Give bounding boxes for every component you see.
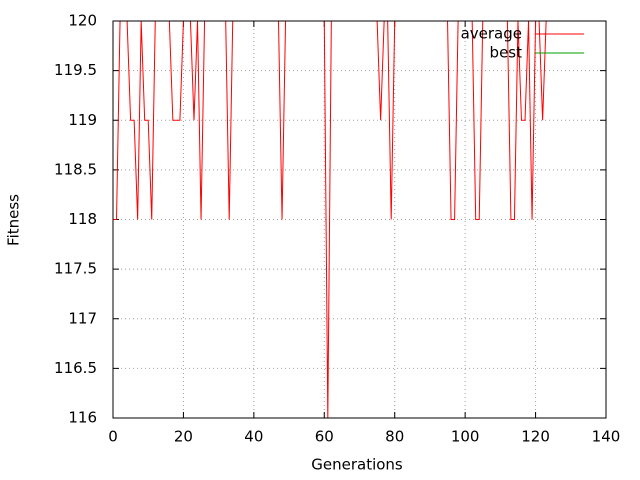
y-axis-label: Fitness — [5, 194, 23, 246]
x-tick-label: 20 — [174, 428, 193, 446]
data-line — [113, 21, 547, 418]
x-tick-label: 100 — [451, 428, 480, 446]
y-tick-label: 118 — [68, 210, 97, 228]
y-tick-label: 117 — [68, 309, 97, 327]
y-tick-label: 116.5 — [54, 359, 97, 377]
x-tick-label: 80 — [385, 428, 404, 446]
x-tick-label: 120 — [521, 428, 550, 446]
y-tick-label: 120 — [68, 12, 97, 30]
y-tick-label: 116 — [68, 409, 97, 427]
y-tick-label: 117.5 — [54, 260, 97, 278]
x-axis-label: Generations — [311, 456, 403, 474]
x-tick-label: 140 — [592, 428, 621, 446]
y-tick-label: 119 — [68, 111, 97, 129]
y-tick-label: 118.5 — [54, 160, 97, 178]
x-tick-label: 60 — [315, 428, 334, 446]
plot-border — [112, 20, 607, 419]
legend-label: best — [490, 44, 523, 62]
y-tick-label: 119.5 — [54, 61, 97, 79]
x-tick-label: 0 — [108, 428, 118, 446]
x-tick-label: 40 — [244, 428, 263, 446]
legend-label: average — [461, 25, 522, 43]
